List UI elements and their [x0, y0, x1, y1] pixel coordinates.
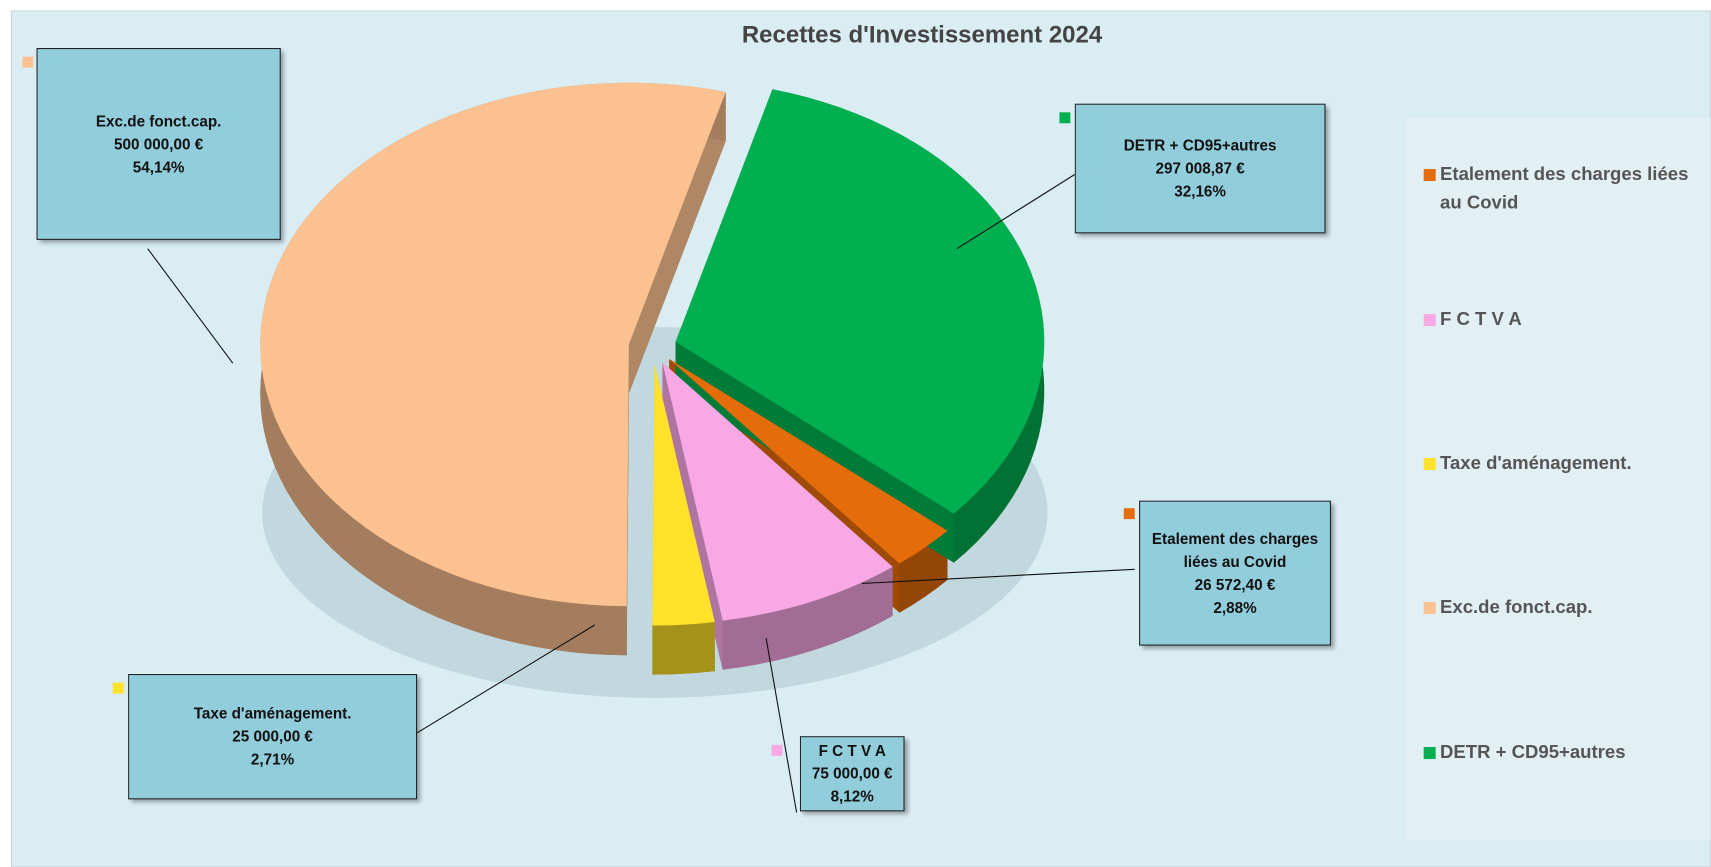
legend-label: Exc.de fonct.cap. — [1440, 596, 1593, 618]
label-value: 26 572,40 € — [1194, 575, 1276, 593]
legend-entry: F C T V A — [1440, 308, 1522, 330]
data-label: Taxe d'aménagement. 25 000,00 € 2,71% — [128, 673, 418, 800]
legend-label: DETR + CD95+autres — [1440, 741, 1626, 763]
leader-line — [147, 248, 234, 364]
data-label: Etalement des charges liées au Covid 26 5… — [1139, 500, 1331, 646]
legend-entry: Taxe d'aménagement. — [1440, 452, 1632, 474]
chart-title: Recettes d'Investissement 2024 — [742, 21, 1103, 48]
legend-key — [1423, 747, 1436, 760]
label-percent: 8,12% — [830, 787, 874, 805]
slice-side — [722, 566, 893, 670]
label-value: 75 000,00 € — [811, 764, 893, 782]
label-name: F C T V A — [818, 741, 886, 760]
data-label-box: F C T V A 75 000,00 € 8,12% — [799, 736, 905, 812]
legend-label: Etalement des charges liées au Covid — [1440, 163, 1689, 213]
label-name: DETR + CD95+autres — [1123, 136, 1277, 154]
legend-key — [1423, 169, 1436, 182]
data-label: F C T V A 75 000,00 € 8,12% — [799, 736, 905, 812]
label-key — [771, 744, 783, 756]
legend-key — [1423, 314, 1436, 327]
slice — [675, 89, 1045, 514]
data-label-box: DETR + CD95+autres 297 008,87 € 32,16% — [1074, 103, 1326, 234]
data-label-box: Exc.de fonct.cap. 500 000,00 € 54,14% — [36, 47, 281, 240]
leader-line — [956, 174, 1075, 250]
label-percent: 54,14% — [132, 157, 185, 176]
label-value: 297 008,87 € — [1155, 159, 1245, 177]
legend-entry: DETR + CD95+autres — [1440, 741, 1626, 763]
legend-key — [1423, 601, 1436, 614]
slice — [662, 362, 893, 621]
leader-line — [765, 637, 798, 813]
label-key — [22, 56, 34, 68]
slice-wall — [628, 91, 726, 394]
legend-entry: Exc.de fonct.cap. — [1440, 596, 1593, 618]
label-key — [112, 682, 124, 694]
label-value: 25 000,00 € — [232, 727, 313, 745]
slice-side — [652, 621, 715, 675]
leader-line — [405, 624, 596, 740]
slice — [260, 82, 726, 607]
label-value: 500 000,00 € — [114, 134, 204, 153]
label-name: Etalement des charges liées au Covid — [1151, 529, 1319, 570]
leader-line — [862, 568, 1135, 584]
slice-wall — [626, 344, 629, 656]
data-label-box: Taxe d'aménagement. 25 000,00 € 2,71% — [128, 673, 418, 800]
label-percent: 32,16% — [1174, 182, 1227, 200]
legend-panel — [1405, 117, 1711, 840]
legend-label: F C T V A — [1440, 308, 1522, 330]
label-key — [1123, 508, 1135, 520]
slice — [652, 363, 715, 626]
data-label: DETR + CD95+autres 297 008,87 € 32,16% — [1074, 103, 1326, 234]
data-label: Exc.de fonct.cap. 500 000,00 € 54,14% — [36, 47, 281, 240]
legend-label: Taxe d'aménagement. — [1440, 452, 1632, 474]
data-label-box: Etalement des charges liées au Covid 26 5… — [1139, 500, 1331, 646]
label-name: Taxe d'aménagement. — [193, 704, 352, 722]
label-key — [1059, 112, 1071, 124]
label-name: Exc.de fonct.cap. — [95, 111, 222, 130]
slice — [669, 359, 948, 564]
label-percent: 2,88% — [1213, 598, 1257, 616]
legend-key — [1423, 458, 1436, 471]
legend-entry: Etalement des charges liées au Covid — [1440, 163, 1689, 213]
label-percent: 2,71% — [250, 750, 295, 768]
